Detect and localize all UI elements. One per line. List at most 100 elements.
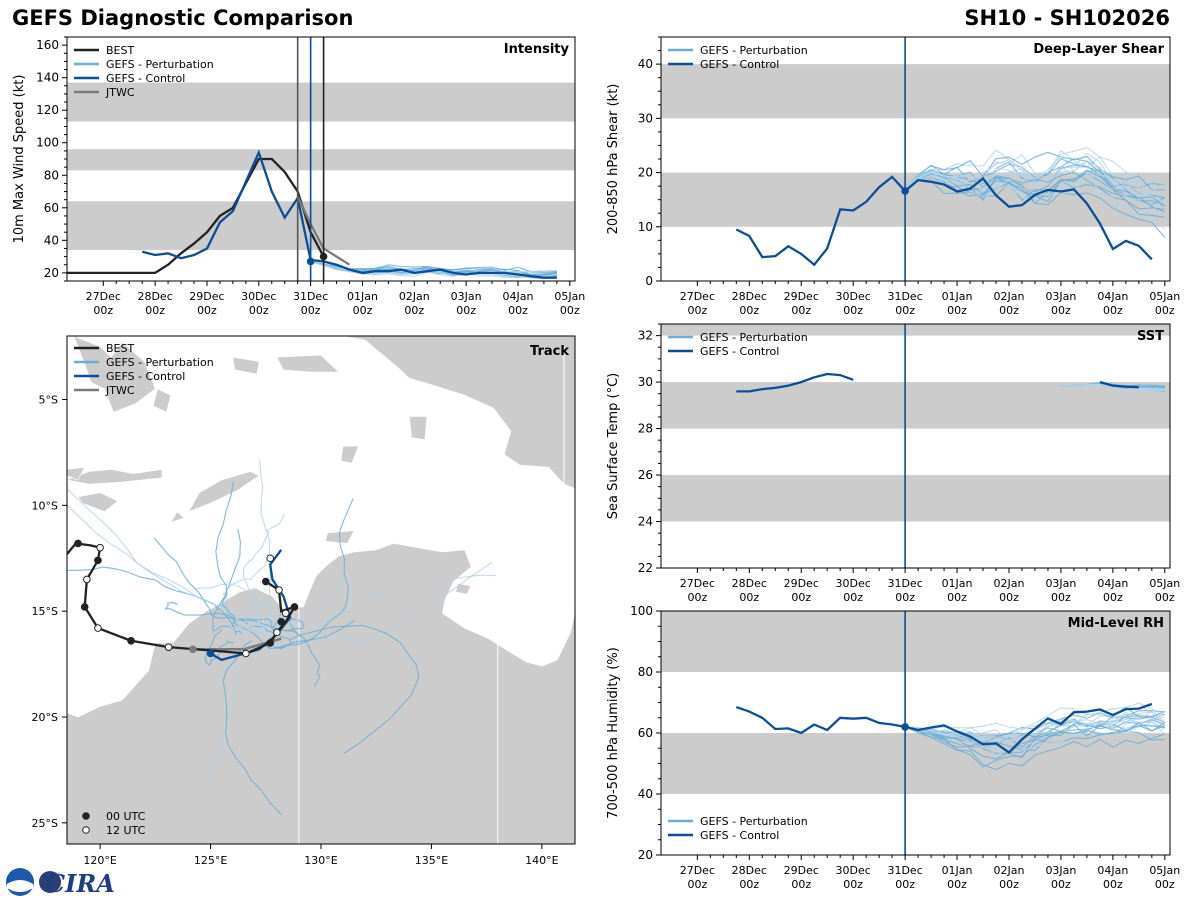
latitude-label: 25°S [32,817,58,830]
perturbation-track [256,597,288,628]
panel-title: Track [530,344,569,359]
x-tick-label-date: 02Jan [994,290,1025,303]
series-line-ctrl [735,175,1153,267]
x-tick-label-hour: 00z [1051,304,1071,317]
x-tick-label-date: 02Jan [399,290,430,303]
x-tick-label-date: 30Dec [836,577,871,590]
x-tick-label-hour: 00z [404,304,424,317]
longitude-label: 120°E [83,854,116,867]
x-tick-label-hour: 00z [895,304,915,317]
best-point-12utc [83,575,91,584]
best-point-00utc [127,637,135,645]
y-tick-label: 60 [44,201,59,215]
x-tick-label-date: 03Jan [1045,577,1076,590]
legend-label: GEFS - Control [106,370,185,383]
map-area [67,336,575,844]
y-tick-label: 120 [36,103,59,117]
x-tick-label-date: 28Dec [732,290,767,303]
land-sulawesi [73,336,156,413]
x-tick-label-date: 03Jan [451,290,482,303]
x-tick-label-date: 04Jan [1097,864,1128,877]
x-tick-label-date: 30Dec [241,290,276,303]
legend-marker [82,812,90,820]
x-tick-label-date: 28Dec [732,577,767,590]
land-seram [276,354,340,373]
x-tick-label-date: 28Dec [137,290,172,303]
latitude-label: 5°S [39,394,58,407]
best-point-12utc [94,624,102,632]
perturbation-track [257,459,271,648]
x-tick-label-date: 31Dec [887,577,922,590]
land-buton [152,388,172,413]
legend-label: GEFS - Perturbation [106,58,214,71]
x-tick-label-date: 03Jan [1045,864,1076,877]
best-point-00utc [261,577,270,586]
land-aru [408,416,428,441]
plot-area [661,611,1170,794]
x-tick-label-hour: 00z [1155,591,1175,604]
y-tick-label: 24 [638,515,653,529]
perturbation-track [271,562,493,648]
x-tick-label-hour: 00z [999,304,1019,317]
x-tick-label-date: 29Dec [784,577,819,590]
control-start-point [206,649,215,658]
perturbation-track [272,579,387,633]
x-tick-label-hour: 00z [1155,878,1175,891]
perturbation-member-line [904,172,1166,230]
x-tick-label-date: 27Dec [680,290,715,303]
y-tick-label: 20 [638,848,653,862]
best-point-12utc [96,543,104,552]
storm-id-title: SH10 - SH102026 [964,6,1170,30]
longitude-label: 125°E [194,854,227,867]
y-tick-label: 20 [638,166,653,180]
series-line-ctrl [736,372,854,393]
x-tick-label-date: 04Jan [502,290,533,303]
land-tanimbar [340,445,359,464]
x-tick-label-hour: 00z [93,304,113,317]
x-tick-label-hour: 00z [895,591,915,604]
best-point-12utc [275,586,283,594]
jtwc-start-point [189,645,197,654]
init-marker [306,257,315,266]
best-point-00utc [94,556,102,565]
x-tick-label-hour: 00z [739,591,759,604]
init-marker [319,252,328,261]
x-tick-label-date: 02Jan [994,864,1025,877]
y-tick-label: 40 [638,787,653,801]
perturbation-member-line [904,723,1165,768]
x-tick-label-hour: 00z [687,304,707,317]
panel-title: SST [1137,329,1164,344]
y-tick-label: 0 [645,274,653,288]
y-tick-label: 20 [44,266,59,280]
y-tick-label: 32 [638,329,653,343]
panel-track: 120°E 125°E 130°E 135°E 140°E 5°S 10°S 15°S 20°S… [32,335,576,867]
best-point-00utc [277,617,286,626]
perturbation-member-line [904,726,1165,771]
perturbation-track [67,504,277,634]
panel-title: Mid-Level RH [1068,616,1164,631]
panel-intensity: 2040608010012014016027Dec00z28Dec00z29De… [12,36,585,317]
x-tick-label-hour: 00z [999,878,1019,891]
x-tick-label-date: 01Jan [942,290,973,303]
perturbation-track [277,498,354,648]
threshold-band [661,733,1170,794]
land-sumbawa [67,466,86,481]
x-tick-label-hour: 00z [197,304,217,317]
x-tick-label-hour: 00z [791,878,811,891]
y-tick-label: 100 [36,136,59,150]
x-tick-label-hour: 00z [249,304,269,317]
y-tick-label: 40 [638,57,653,71]
y-axis-label: Sea Surface Temp (°C) [606,373,621,520]
perturbation-member-line [904,152,1165,194]
legend-marker [82,826,90,834]
series-line-ctrl [735,702,1153,754]
perturbation-track [289,624,420,754]
y-tick-label: 40 [44,233,59,247]
best-point-00utc [290,603,299,611]
legend-label: GEFS - Control [700,58,779,71]
x-tick-label-hour: 00z [687,591,707,604]
threshold-band [661,611,1170,672]
perturbation-track [286,574,496,644]
plot-area [67,82,575,280]
y-tick-label: 140 [36,71,59,85]
